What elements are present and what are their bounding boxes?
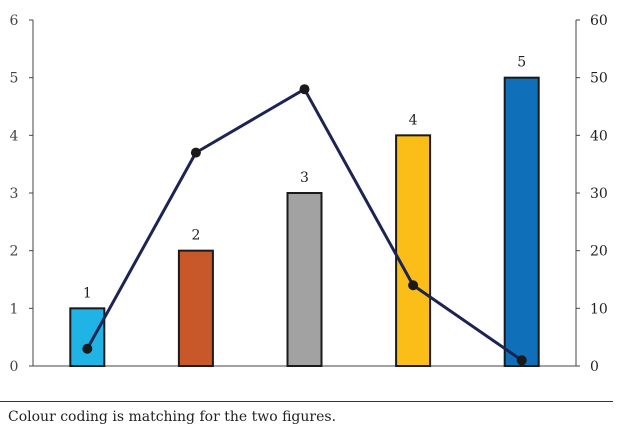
left-tick-label: 5 [10, 71, 19, 87]
line-point-1 [82, 343, 93, 354]
right-tick-label: 20 [590, 244, 608, 260]
bar-data-label: 5 [517, 55, 526, 71]
left-tick-label: 6 [10, 13, 19, 29]
right-tick-label: 40 [590, 128, 608, 144]
left-tick-label: 2 [10, 244, 19, 260]
line-point-3 [299, 84, 310, 95]
line-point-4 [408, 280, 419, 291]
right-tick-label: 10 [590, 301, 608, 317]
left-tick-label: 3 [10, 186, 19, 202]
bar-data-label: 3 [300, 170, 309, 186]
left-tick-label: 1 [10, 301, 19, 317]
bar-3 [286, 192, 323, 367]
bar-1 [69, 307, 106, 368]
bar-5 [503, 76, 540, 368]
right-tick-label: 30 [590, 186, 608, 202]
bar-data-label: 1 [83, 285, 92, 301]
right-tick-label: 50 [590, 71, 608, 87]
line-point-5 [516, 355, 527, 366]
line-point-2 [190, 147, 201, 158]
bar-4 [395, 134, 432, 367]
left-tick-label: 0 [10, 359, 19, 375]
bar-data-label: 2 [191, 228, 200, 244]
right-tick-label: 0 [590, 359, 599, 375]
bar-2 [177, 249, 214, 368]
left-tick-label: 4 [10, 128, 19, 144]
bar-data-label: 4 [409, 112, 418, 128]
caption-divider [0, 401, 613, 402]
figure-caption: Colour coding is matching for the two fi… [8, 409, 337, 425]
right-tick-label: 60 [590, 13, 608, 29]
